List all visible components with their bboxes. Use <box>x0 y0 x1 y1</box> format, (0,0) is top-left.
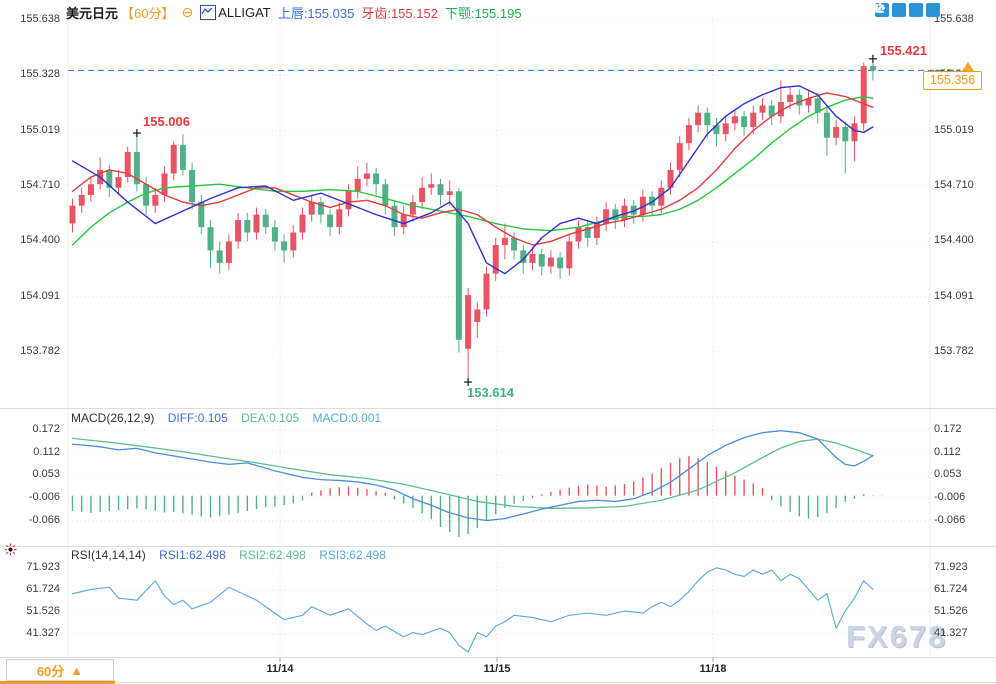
macd-axis-label-left: 0.053 <box>32 468 60 481</box>
timeframe-tab-label: 60分 <box>36 663 65 679</box>
price-axis-label-right: 153.782 <box>934 345 974 357</box>
macd-axis-label-left: 0.112 <box>33 445 60 458</box>
macd-axis-label-right: 0.053 <box>934 468 962 481</box>
rsi-title: RSI(14,14,14) <box>71 548 146 562</box>
export-view-icon[interactable] <box>876 3 940 17</box>
last-high-annotation: 155.421 <box>880 43 927 58</box>
rsi-axis-label-left: 71.923 <box>26 561 60 573</box>
rsi-axis-label-right: 41.327 <box>934 626 968 639</box>
price-axis-label-left: 153.782 <box>20 345 60 357</box>
price-axis-label-left: 154.400 <box>20 234 60 247</box>
macd-axis-label-right: 0.172 <box>934 422 962 435</box>
macd-axis-label-right: 0.112 <box>934 445 961 458</box>
macd-macd-value: MACD:0.001 <box>312 411 382 425</box>
macd-histogram <box>71 455 883 537</box>
gridlines <box>67 14 931 657</box>
rsi-axis-label-right: 71.923 <box>934 561 968 573</box>
price-axis-label-right: 154.400 <box>934 234 974 247</box>
watermark: FX678 <box>846 619 948 654</box>
extreme-markers <box>132 54 877 387</box>
price-axis-label-left: 155.638 <box>20 13 60 25</box>
alligator-lines <box>71 85 874 275</box>
macd-lines <box>71 430 874 522</box>
price-axis-label-left: 155.328 <box>20 68 60 81</box>
active-tab-underline <box>0 681 115 684</box>
collapse-indicator-icon[interactable]: ⊖ <box>181 4 194 20</box>
pane-separators <box>0 408 996 683</box>
price-axis-label-left: 154.091 <box>20 289 60 302</box>
rsi-axis-label-right: 61.724 <box>934 583 968 595</box>
macd-axis-label-left: 0.172 <box>32 422 60 435</box>
current-price-tag: 155.356 <box>923 71 983 90</box>
price-up-arrow-icon <box>962 62 974 71</box>
teeth-value: 牙齿:155.152 <box>361 5 438 21</box>
price-axis-label-left: 154.710 <box>20 179 60 191</box>
rsi-axis-label-left: 51.526 <box>26 604 60 617</box>
macd-axis-label-left: -0.066 <box>28 513 60 526</box>
rsi2-value: RSI2:62.498 <box>239 548 306 562</box>
macd-axis-label-left: -0.006 <box>28 490 60 503</box>
rsi-axis-label-left: 61.724 <box>26 583 60 595</box>
macd-diff-value: DIFF:0.105 <box>167 411 228 425</box>
rsi3-value: RSI3:62.498 <box>319 548 386 562</box>
timeframe-tab-60min[interactable]: 60分 ▲ <box>6 659 114 681</box>
chart-header: 美元日元 【60分】 ⊖ ALLIGAT 上唇:155.035 牙齿:155.1… <box>66 3 522 21</box>
macd-axis-label-right: -0.066 <box>934 513 966 526</box>
jaw-value: 下颚:155.195 <box>444 5 522 21</box>
timeframe-tab-arrow-icon: ▲ <box>70 662 84 678</box>
chart-toolbar <box>875 3 940 17</box>
macd-dea-value: DEA:0.105 <box>241 411 300 425</box>
upper-lip-value: 上唇:155.035 <box>277 5 355 21</box>
rsi1-value: RSI1:62.498 <box>159 548 226 562</box>
rsi-pane-header: RSI(14,14,14) RSI1:62.498 RSI2:62.498 RS… <box>71 548 396 562</box>
rsi-line <box>71 567 874 653</box>
price-axis-label-right: 154.091 <box>934 289 974 302</box>
price-axis-label-right: 155.638 <box>934 13 974 25</box>
low-annotation: 153.614 <box>467 385 514 400</box>
zoom-x-axis-icon[interactable] <box>875 3 906 17</box>
macd-axis-label-right: -0.006 <box>934 490 966 503</box>
price-axis-label-right: 155.019 <box>934 123 974 136</box>
x-axis-date-label: 11/18 <box>699 663 727 675</box>
x-axis-date-label: 11/15 <box>483 663 511 675</box>
early-high-annotation: 155.006 <box>143 114 190 129</box>
symbol-name: 美元日元 <box>66 5 119 21</box>
zoom-chart-icon[interactable] <box>875 3 923 17</box>
alligator-indicator-icon <box>200 4 217 20</box>
candlestick-series <box>69 58 876 383</box>
rsi-axis-label-right: 51.526 <box>934 604 968 617</box>
macd-title: MACD(26,12,9) <box>71 411 155 425</box>
timeframe-label: 【60分】 <box>121 5 175 21</box>
indicator-name: ALLIGAT <box>218 4 271 20</box>
price-axis-label-right: 154.710 <box>934 179 974 191</box>
price-axis-label-left: 155.019 <box>20 123 60 136</box>
x-axis-date-label: 11/14 <box>266 663 294 675</box>
rsi-axis-label-left: 41.327 <box>26 626 60 639</box>
macd-pane-header: MACD(26,12,9) DIFF:0.105 DEA:0.105 MACD:… <box>71 411 391 425</box>
